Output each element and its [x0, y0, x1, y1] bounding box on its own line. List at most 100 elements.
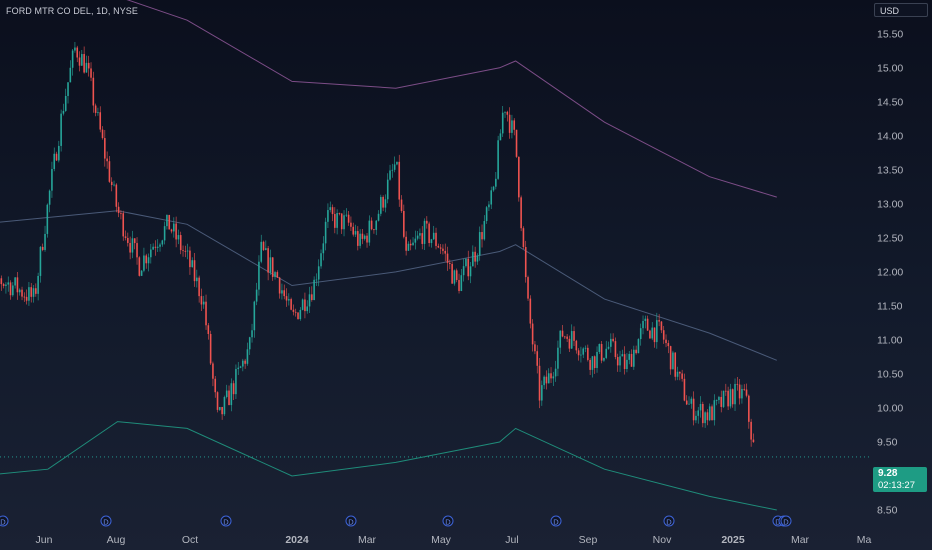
candle-body	[244, 360, 246, 364]
candle-body	[324, 221, 327, 244]
candle-body	[598, 344, 601, 352]
candle-body	[506, 111, 509, 115]
candle-body	[136, 243, 138, 258]
candle-body	[690, 398, 693, 404]
y-tick-label: 12.50	[877, 232, 903, 244]
y-tick-label: 10.00	[877, 402, 903, 414]
dividend-marker[interactable]: D	[345, 515, 357, 527]
svg-text:D: D	[553, 517, 559, 526]
y-tick-label: 11.50	[877, 300, 903, 312]
dividend-marker[interactable]: D	[220, 515, 232, 527]
dividend-marker[interactable]: D	[0, 515, 9, 527]
candle-body	[117, 206, 120, 214]
price-axis[interactable]: 15.50 15.00 14.50 14.00 13.50 13.00 12.50 12.00…	[877, 28, 903, 516]
dividend-marker[interactable]: D	[663, 515, 675, 527]
candle-body	[28, 287, 30, 301]
candle-body	[478, 232, 481, 256]
candle-body	[340, 213, 343, 230]
time-axis[interactable]: Jun Aug Oct 2024 Mar May Jul Sep Nov 2025 Mar Ma	[36, 534, 872, 546]
candle-body	[81, 54, 83, 66]
candle-body	[508, 114, 511, 133]
dividend-marker[interactable]: D	[442, 515, 454, 527]
candle-body	[377, 213, 380, 221]
candle-body	[419, 233, 421, 236]
candle-body	[106, 158, 108, 162]
candle-body	[529, 298, 532, 324]
x-tick-label: 2025	[721, 534, 745, 546]
candle-body	[511, 120, 513, 133]
candle-body	[416, 235, 419, 239]
candle-body	[706, 412, 709, 421]
candle-body	[386, 179, 389, 200]
dividend-marker[interactable]: D	[100, 515, 112, 527]
x-tick-label: Oct	[182, 534, 198, 546]
candle-body	[467, 258, 470, 277]
candle-body	[216, 392, 219, 410]
candle-body	[610, 338, 612, 347]
candle-body	[147, 257, 150, 264]
candle-body	[619, 356, 621, 366]
candle-body	[108, 161, 111, 182]
candle-body	[30, 287, 33, 297]
candle-body	[317, 266, 320, 280]
candle-body	[557, 347, 559, 369]
candle-body	[575, 340, 578, 351]
candle-body	[32, 288, 35, 297]
candle-body	[538, 365, 541, 401]
candle-body	[649, 330, 651, 339]
candle-body	[209, 333, 212, 364]
candle-body	[458, 279, 460, 291]
bar-countdown: 02:13:27	[878, 480, 915, 491]
candle-body	[725, 390, 727, 392]
candle-body	[552, 376, 555, 379]
candle-body	[179, 235, 182, 251]
candle-body	[285, 296, 288, 301]
candle-body	[301, 299, 304, 310]
candle-body	[163, 226, 166, 241]
dividend-marker[interactable]: D	[550, 515, 562, 527]
candle-body	[593, 356, 596, 368]
candle-body	[554, 368, 557, 377]
candle-body	[485, 207, 488, 222]
dividend-marker[interactable]: D	[780, 515, 792, 527]
candle-body	[393, 164, 396, 170]
candle-body	[474, 251, 476, 262]
candle-body	[731, 389, 734, 405]
candle-body	[21, 289, 23, 297]
y-tick-label: 8.50	[877, 505, 898, 517]
candle-body	[138, 257, 141, 276]
candle-body	[37, 275, 39, 294]
currency-selector[interactable]: USD	[874, 3, 928, 17]
candle-body	[352, 226, 355, 235]
candle-body	[51, 169, 53, 191]
candle-body	[437, 245, 440, 248]
candle-body	[543, 376, 545, 386]
middle-band-line	[0, 210, 777, 361]
candle-body	[85, 62, 88, 73]
candle-body	[230, 383, 233, 406]
candle-body	[665, 339, 667, 344]
candle-body	[472, 251, 474, 267]
candle-body	[237, 367, 240, 369]
candle-body	[359, 233, 361, 246]
candle-body	[626, 359, 628, 370]
candle-body	[600, 344, 603, 361]
y-tick-label: 13.50	[877, 164, 903, 176]
candle-body	[90, 68, 92, 78]
candle-body	[338, 213, 341, 214]
bands-layer	[0, 0, 777, 511]
candle-body	[304, 299, 306, 312]
candle-body	[320, 253, 322, 267]
candle-body	[12, 285, 14, 296]
candle-body	[623, 354, 626, 370]
candle-body	[591, 356, 594, 370]
candle-body	[283, 290, 286, 297]
candle-body	[207, 325, 210, 334]
candle-body	[2, 284, 5, 286]
candle-body	[175, 223, 177, 240]
candle-body	[262, 241, 265, 250]
candle-body	[409, 243, 412, 246]
y-tick-label: 13.00	[877, 198, 903, 210]
